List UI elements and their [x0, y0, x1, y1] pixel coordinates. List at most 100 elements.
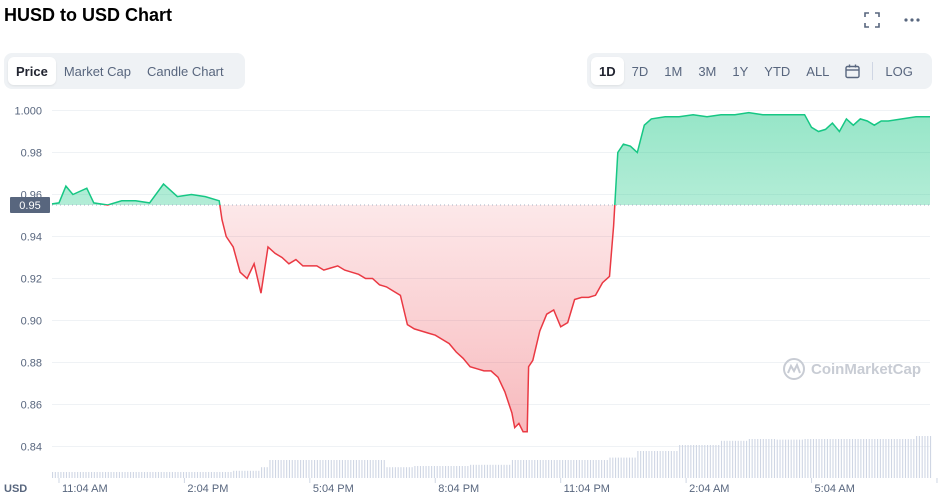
range-ytd[interactable]: YTD [764, 63, 791, 79]
x-tick-label: 2:04 AM [689, 483, 729, 495]
volume-bar [199, 472, 201, 478]
volume-bar [665, 451, 667, 478]
volume-bar [456, 466, 458, 478]
volume-bar [205, 472, 207, 478]
volume-bar [208, 472, 210, 478]
volume-bar [85, 472, 87, 478]
volume-bar [835, 439, 837, 478]
volume-bar [531, 460, 533, 478]
coinmarketcap-watermark: CoinMarketCap [783, 358, 921, 380]
volume-bar [107, 472, 109, 478]
volume-bar [361, 460, 363, 478]
volume-bar [500, 464, 502, 478]
volume-bar [375, 460, 377, 478]
calendar-icon[interactable] [837, 57, 868, 85]
volume-bar [475, 464, 477, 478]
volume-bar [96, 472, 98, 478]
volume-bar [754, 439, 756, 478]
range-1m[interactable]: 1M [664, 63, 683, 79]
volume-bar [274, 460, 277, 478]
volume-bar [121, 472, 123, 478]
volume-bar [91, 472, 93, 478]
volume-bar [693, 445, 695, 478]
volume-bar [283, 460, 285, 478]
volume-bar [851, 439, 854, 478]
tab-market-cap[interactable]: Market Cap [63, 63, 132, 79]
volume-bar [707, 445, 709, 478]
volume-bar [442, 466, 444, 478]
volume-bar [425, 466, 427, 478]
volume-bar [124, 472, 126, 478]
tab-price[interactable]: Price [8, 57, 56, 85]
volume-bar [640, 451, 642, 478]
volume-bar [185, 472, 187, 478]
volume-bar [191, 472, 193, 478]
volume-bar [227, 472, 229, 478]
volume-bar [762, 439, 764, 478]
volume-bar [297, 460, 299, 478]
more-icon[interactable] [902, 10, 922, 30]
range-divider [872, 62, 874, 80]
volume-bar [662, 451, 664, 478]
volume-bar [392, 467, 394, 478]
volume-bar [634, 457, 636, 478]
log-toggle[interactable]: LOG [885, 63, 913, 79]
volume-bar [877, 439, 879, 478]
volume-bar [838, 439, 840, 478]
volume-bar [405, 467, 408, 478]
volume-bar [366, 460, 369, 478]
volume-bar [623, 457, 625, 478]
volume-bar [832, 439, 834, 478]
volume-bar [68, 472, 70, 478]
expand-icon[interactable] [862, 10, 882, 30]
volume-bar [525, 460, 527, 478]
volume-bar [924, 436, 926, 478]
volume-bar [99, 472, 101, 478]
range-3m[interactable]: 3M [698, 63, 717, 79]
volume-bar [879, 439, 881, 478]
volume-bar [386, 467, 388, 478]
volume-bar [584, 460, 586, 478]
range-all[interactable]: ALL [806, 63, 830, 79]
volume-bar [244, 470, 246, 478]
volume-bar [369, 460, 371, 478]
volume-bar [241, 470, 243, 478]
range-1y[interactable]: 1Y [732, 63, 749, 79]
volume-bar [308, 460, 310, 478]
volume-bar [748, 439, 750, 478]
range-7d[interactable]: 7D [631, 63, 649, 79]
volume-bar [916, 436, 918, 478]
volume-bar [478, 464, 480, 478]
volume-bar [863, 439, 865, 478]
volume-bar [249, 470, 251, 478]
volume-bar [517, 460, 519, 478]
volume-bar [394, 467, 396, 478]
volume-bar [233, 470, 235, 478]
volume-bar [88, 472, 90, 478]
volume-bar [564, 460, 566, 478]
x-axis-labels: 11:04 AM 2:04 PM 5:04 PM 8:04 PM 11:04 PM 2:0… [58, 478, 938, 495]
y-tick-label: 0.98 [21, 148, 42, 160]
volume-bar [261, 467, 263, 478]
volume-bar [729, 440, 731, 478]
volume-bar [885, 439, 887, 478]
volume-bar [617, 457, 619, 478]
view-tabs: Price Market Cap Candle Chart [4, 53, 245, 89]
volume-bar [358, 460, 360, 478]
volume-bar [339, 460, 341, 478]
volume-bar [793, 439, 795, 478]
volume-bar [461, 466, 463, 478]
volume-bar [102, 472, 104, 478]
volume-bar [484, 464, 486, 478]
volume-bar [174, 472, 176, 478]
volume-bar [194, 472, 196, 478]
range-1d[interactable]: 1D [591, 57, 624, 85]
volume-bar [910, 439, 912, 478]
volume-bar [330, 460, 332, 478]
volume-bar [135, 472, 137, 478]
volume-bar [235, 470, 238, 478]
volume-bar [684, 445, 686, 478]
tab-candle-chart[interactable]: Candle Chart [147, 63, 224, 79]
y-tick-label: 1.000 [14, 106, 42, 118]
